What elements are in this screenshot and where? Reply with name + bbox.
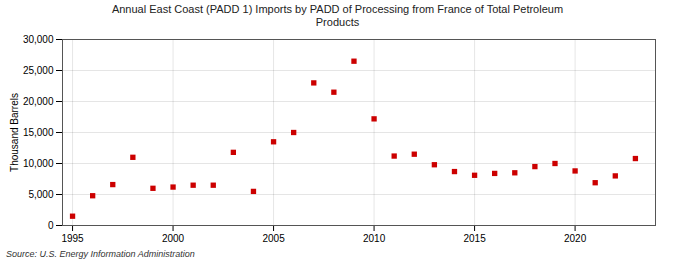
svg-text:1995: 1995 [61,233,84,244]
svg-text:30,000: 30,000 [23,34,54,45]
svg-text:2020: 2020 [564,233,587,244]
html-text:Annual East Coast (PADD 1) Imp: Annual East Coast (PADD 1) Imports by PA… [111,3,564,28]
svg-text:Thousand Barrels: Thousand Barrels [9,93,20,172]
svg-text:2000: 2000 [162,233,185,244]
svg-text:2005: 2005 [262,233,285,244]
svg-text:2010: 2010 [363,233,386,244]
svg-text:20,000: 20,000 [23,96,54,107]
svg-text:2015: 2015 [463,233,486,244]
svg-text:25,000: 25,000 [23,65,54,76]
svg-text:15,000: 15,000 [23,127,54,138]
svg-text:0: 0 [48,220,54,231]
html-text:Source: U.S. Energy Informatio: Source: U.S. Energy Information Administ… [6,249,195,259]
svg-text:5,000: 5,000 [28,189,53,200]
svg-text:10,000: 10,000 [23,158,54,169]
